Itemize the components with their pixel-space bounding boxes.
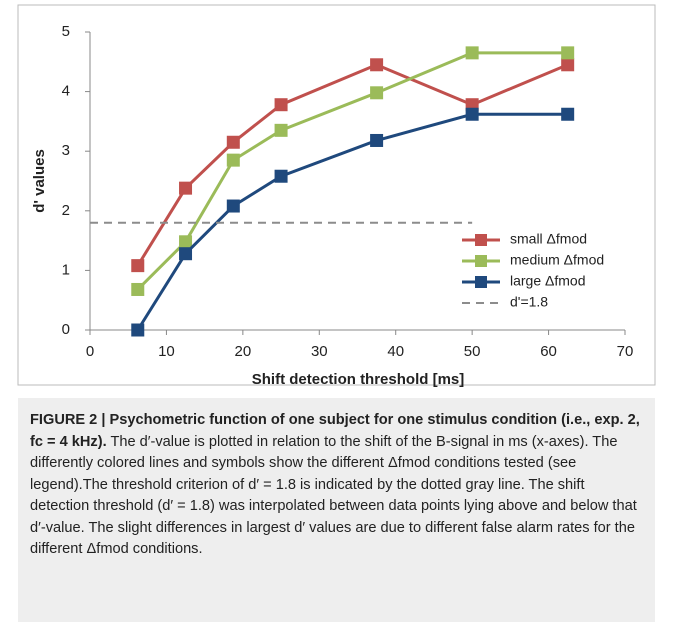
legend-marker (475, 255, 487, 267)
x-tick-label: 40 (387, 343, 404, 360)
marker (561, 58, 575, 72)
x-tick-label: 70 (617, 343, 634, 360)
marker (274, 169, 288, 183)
marker (226, 199, 240, 213)
marker (179, 181, 193, 195)
y-tick-label: 0 (62, 321, 70, 338)
marker (465, 46, 479, 60)
marker (179, 247, 193, 261)
caption-body: The d′-value is plotted in relation to t… (30, 433, 637, 558)
legend-label: large Δfmod (510, 273, 586, 289)
y-tick-label: 1 (62, 261, 70, 278)
chart: Shift detection threshold [ms] d' values… (17, 4, 656, 388)
marker (131, 282, 145, 296)
x-tick-label: 10 (158, 343, 175, 360)
x-tick-label: 60 (540, 343, 557, 360)
x-tick-label: 0 (86, 343, 94, 360)
marker (274, 98, 288, 112)
marker (561, 46, 575, 60)
legend-label: medium Δfmod (510, 252, 604, 268)
y-axis-label: d' values (31, 149, 48, 213)
marker (226, 153, 240, 167)
marker (226, 135, 240, 149)
y-tick-label: 5 (62, 23, 70, 40)
marker (370, 58, 384, 72)
legend-label: d'=1.8 (510, 294, 548, 310)
marker (131, 323, 145, 337)
marker (274, 123, 288, 137)
legend-label: small Δfmod (510, 231, 587, 247)
legend-marker (475, 234, 487, 246)
marker (131, 259, 145, 273)
caption: FIGURE 2 | Psychometric function of one … (18, 398, 655, 622)
x-axis-label: Shift detection threshold [ms] (252, 371, 465, 388)
marker (370, 133, 384, 147)
y-tick-label: 4 (62, 83, 70, 100)
marker (179, 235, 193, 249)
chart-frame (17, 4, 656, 386)
marker (561, 107, 575, 121)
x-tick-label: 20 (235, 343, 252, 360)
x-tick-label: 50 (464, 343, 481, 360)
x-tick-label: 30 (311, 343, 328, 360)
y-tick-label: 3 (62, 142, 70, 159)
caption-heading: FIGURE 2 | Psychometric function of one … (30, 412, 640, 450)
y-tick-label: 2 (62, 202, 70, 219)
marker (370, 86, 384, 100)
marker (465, 107, 479, 121)
legend-marker (475, 276, 487, 288)
